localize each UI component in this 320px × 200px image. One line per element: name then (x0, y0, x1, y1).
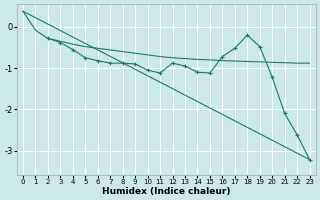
X-axis label: Humidex (Indice chaleur): Humidex (Indice chaleur) (102, 187, 230, 196)
